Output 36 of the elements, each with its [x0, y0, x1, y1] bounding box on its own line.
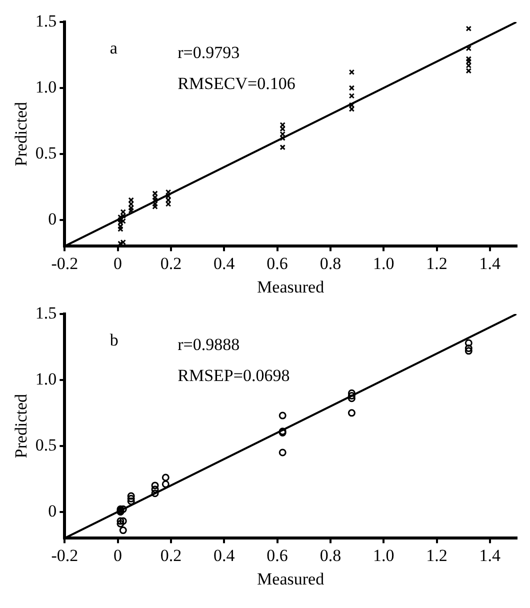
x-tick-label: 0.2: [160, 254, 182, 273]
x-axis-title: Measured: [257, 277, 325, 296]
annotation: b: [110, 330, 118, 350]
x-tick-label: 1.0: [372, 254, 394, 273]
x-tick-label: 0.8: [320, 546, 342, 565]
x-tick-label: -0.2: [51, 546, 78, 565]
y-tick-label: 0: [48, 209, 57, 228]
annotation: a: [110, 38, 118, 58]
x-tick-label: 1.4: [479, 254, 502, 273]
x-tick-label: 0.4: [214, 546, 236, 565]
y-tick-label: 1.0: [35, 77, 57, 96]
annotation: r=0.9888: [178, 334, 240, 354]
x-tick-label: 0: [114, 546, 122, 565]
annotation: RMSEP=0.0698: [178, 366, 290, 386]
x-tick-label: 1.0: [372, 546, 394, 565]
x-tick-label: 0.4: [214, 254, 236, 273]
y-tick-label: 1.5: [35, 11, 57, 30]
x-tick-label: 1.2: [426, 546, 448, 565]
y-axis-title: Predicted: [12, 102, 31, 166]
y-tick-label: 0: [48, 501, 57, 520]
x-tick-label: 0: [114, 254, 122, 273]
y-tick-label: 1.5: [35, 303, 57, 322]
x-tick-label: 0.2: [160, 546, 182, 565]
x-tick-label: 0.8: [320, 254, 342, 273]
y-tick-label: 1.0: [35, 369, 57, 388]
x-tick-label: 0.6: [266, 254, 288, 273]
x-tick-label: 1.4: [479, 546, 502, 565]
annotation: RMSECV=0.106: [178, 74, 296, 94]
y-axis-title: Predicted: [12, 394, 31, 458]
x-axis-title: Measured: [257, 569, 325, 588]
x-tick-label: 0.6: [266, 546, 288, 565]
x-tick-label: -0.2: [51, 254, 78, 273]
y-tick-label: 0.5: [35, 435, 57, 454]
annotation: r=0.9793: [178, 42, 240, 62]
x-tick-label: 1.2: [426, 254, 448, 273]
y-tick-label: 0.5: [35, 143, 57, 162]
